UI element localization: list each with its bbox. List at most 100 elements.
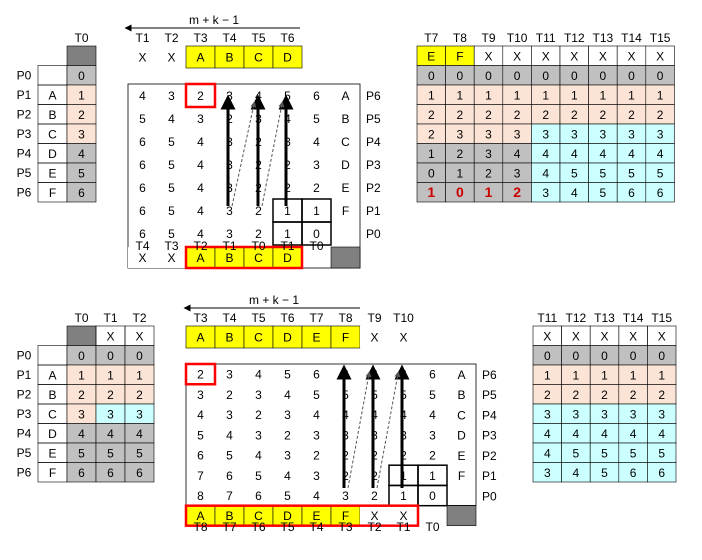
matrix-cell: 3: [429, 428, 436, 442]
right-cell: 4: [645, 143, 675, 164]
top-seq-cell: E: [301, 325, 332, 349]
matrix-cell: 3: [168, 89, 175, 103]
right-cell-text: 4: [601, 427, 608, 441]
matrix-cell: 4: [284, 469, 291, 483]
right-cell-text: 1: [601, 368, 608, 382]
matrix-cell: 2: [284, 428, 291, 442]
right-cell: 3: [588, 123, 618, 144]
matrix-cell-text: 2: [342, 469, 349, 483]
matrix-cell-text: 5: [168, 135, 175, 149]
bottom-left-subheader: X: [95, 325, 126, 346]
right-cell-text: 5: [600, 166, 607, 180]
matrix-cell-text: 3: [284, 135, 291, 149]
row-value-text: 2: [136, 388, 143, 402]
right-cell-text: 5: [630, 446, 637, 460]
matrix-cell: 6: [139, 158, 146, 172]
top-seq-cell-text: F: [342, 331, 349, 345]
row-value: 1: [124, 364, 155, 385]
row-value-text: 1: [136, 368, 143, 382]
top-seq-cell: D: [272, 325, 303, 349]
matrix-cell-text: 4: [313, 135, 320, 149]
right-seq-cell-text: E: [427, 49, 435, 63]
matrix-cell-text: 5: [371, 388, 378, 402]
matrix-cell-text: 4: [400, 408, 407, 422]
matrix-cell-text: 5: [168, 181, 175, 195]
matrix-cell-text: 2: [400, 449, 407, 463]
right-cell: 2: [473, 104, 504, 125]
right-seq-cell: X: [559, 45, 589, 66]
row-letter: [37, 65, 68, 86]
bottom-seq-cell-text: E: [312, 509, 320, 523]
matrix-cell: 3: [342, 428, 349, 442]
matrix-cell-text: 4: [197, 227, 204, 241]
matrix-cell: 2: [313, 449, 320, 463]
matrix-cell-text: 3: [313, 158, 320, 172]
matrix-cell-text: 2: [429, 449, 436, 463]
right-cell-text: 0: [630, 349, 637, 363]
right-cell: 4: [531, 143, 561, 164]
right-cell: 4: [532, 442, 562, 463]
right-cell: 1: [645, 84, 675, 105]
matrix-cell: 3: [226, 181, 233, 195]
right-time-label: T14: [623, 311, 644, 325]
matrix-cell-text: 7: [197, 469, 204, 483]
top-start-cell-highlight: [184, 82, 217, 109]
matrix-cell-text: 6: [313, 89, 320, 103]
matrix-cell: 2: [226, 388, 233, 402]
right-cell-text: 1: [573, 368, 580, 382]
top-seq-cell: X: [157, 46, 186, 68]
matrix-cell-text: 5: [139, 112, 146, 126]
matrix-cell-text: 5: [226, 449, 233, 463]
right-cell-text: 4: [600, 147, 607, 161]
right-cell: 4: [616, 143, 647, 164]
right-cell: 0: [589, 345, 620, 366]
bottom-left-corner: [66, 325, 97, 346]
row-value-text: 4: [78, 427, 85, 441]
top-seq-cell: C: [243, 325, 274, 349]
matrix-corner: [330, 246, 361, 269]
right-cell-text: 1: [600, 88, 607, 102]
right-cell-text: 4: [571, 186, 578, 200]
matrix-row-letter: B: [457, 388, 465, 402]
matrix-cell: 5: [284, 489, 291, 503]
matrix-cell-text: 3: [313, 428, 320, 442]
row-value: 3: [66, 403, 97, 424]
right-time-label: T13: [594, 311, 615, 325]
matrix-cell-text: 4: [255, 89, 262, 103]
row-value-text: 4: [78, 147, 85, 161]
right-seq-cell: F: [445, 45, 475, 66]
right-cell-text: 5: [658, 446, 665, 460]
top-seq-cell: C: [243, 45, 274, 69]
right-cell-text: 4: [542, 147, 549, 161]
row-value-text: 1: [78, 88, 85, 102]
right-seq-cell: E: [416, 45, 446, 66]
right-cell: 3: [647, 403, 677, 424]
right-cell: 1: [473, 84, 504, 105]
right-cell: 2: [589, 384, 620, 405]
matrix-cell: 6: [313, 89, 320, 103]
row-value-text: 3: [107, 407, 114, 421]
row-value: 3: [124, 403, 155, 424]
bottom-left-header: T0: [74, 311, 88, 325]
bottom-middle-matrix: T3T4T5T6T7T8T9T10ABCDEFXX234566666AP6323…: [184, 311, 497, 534]
matrix-cell: 5: [313, 112, 320, 126]
bottom-seq-cell-text: X: [399, 509, 407, 523]
right-cell: 2: [416, 104, 446, 125]
right-cell: 2: [561, 384, 591, 405]
right-seq-cell-text: X: [513, 49, 521, 63]
matrix-cell: 6: [255, 489, 262, 503]
matrix-cell-text: 4: [197, 158, 204, 172]
row-value: 0: [66, 345, 97, 366]
top-middle-matrix: T1T2T3T4T5T6XXABCD4323456AP65432345BP565…: [127, 31, 381, 270]
matrix-cell-text: 6: [139, 204, 146, 218]
row-value-text: 6: [78, 186, 85, 200]
top-seq-cell-text: C: [254, 51, 263, 65]
row-letter: F: [37, 182, 68, 203]
right-cell-text: 1: [427, 184, 435, 200]
matrix-cell-text: 4: [197, 408, 204, 422]
right-cell: 1: [532, 364, 562, 385]
right-cell-text: 0: [573, 349, 580, 363]
matrix-cell-text: 3: [313, 469, 320, 483]
right-seq-cell: X: [473, 45, 504, 66]
